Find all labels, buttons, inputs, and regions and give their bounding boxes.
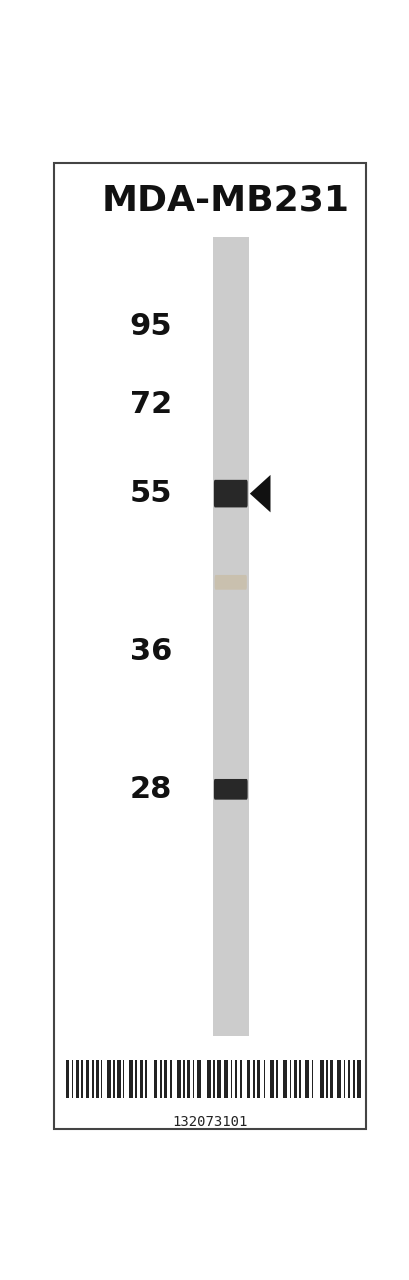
Bar — [276, 1060, 277, 1098]
Bar — [196, 1060, 200, 1098]
FancyBboxPatch shape — [214, 575, 246, 590]
Bar — [347, 1060, 349, 1098]
Bar — [207, 1060, 210, 1098]
Bar — [311, 1060, 312, 1098]
Bar — [96, 1060, 99, 1098]
Bar — [160, 1060, 161, 1098]
Bar — [352, 1060, 354, 1098]
Text: MDA-MB231: MDA-MB231 — [102, 184, 349, 218]
Bar — [230, 1060, 232, 1098]
Bar — [336, 1060, 340, 1098]
Bar — [234, 1060, 237, 1098]
Bar — [117, 1060, 120, 1098]
Bar — [289, 1060, 290, 1098]
Bar — [305, 1060, 308, 1098]
Bar — [224, 1060, 228, 1098]
Bar — [92, 1060, 93, 1098]
Bar — [135, 1060, 137, 1098]
Bar — [319, 1060, 323, 1098]
Bar — [76, 1060, 79, 1098]
Bar — [81, 1060, 83, 1098]
Bar — [139, 1060, 142, 1098]
Bar — [329, 1060, 333, 1098]
Bar — [100, 1060, 102, 1098]
Bar — [107, 1060, 110, 1098]
Bar — [246, 1060, 250, 1098]
Bar — [212, 237, 248, 1036]
Bar — [213, 1060, 214, 1098]
Polygon shape — [249, 475, 270, 512]
Bar — [325, 1060, 327, 1098]
Bar — [269, 1060, 273, 1098]
Bar — [176, 1060, 180, 1098]
Bar — [85, 1060, 89, 1098]
FancyBboxPatch shape — [213, 480, 247, 507]
Bar — [72, 1060, 73, 1098]
Bar — [183, 1060, 184, 1098]
Bar — [263, 1060, 265, 1098]
Bar — [192, 1060, 194, 1098]
Bar — [283, 1060, 286, 1098]
Bar — [256, 1060, 260, 1098]
Text: 95: 95 — [129, 311, 172, 340]
Bar — [113, 1060, 115, 1098]
Bar — [65, 1060, 69, 1098]
Text: 28: 28 — [129, 774, 172, 804]
Bar — [217, 1060, 220, 1098]
Bar — [164, 1060, 166, 1098]
Text: 36: 36 — [129, 637, 172, 666]
Text: 55: 55 — [129, 479, 172, 508]
Text: 132073101: 132073101 — [172, 1115, 247, 1129]
Bar — [356, 1060, 360, 1098]
Bar — [170, 1060, 172, 1098]
Bar — [240, 1060, 241, 1098]
Bar — [252, 1060, 254, 1098]
FancyBboxPatch shape — [213, 780, 247, 800]
Bar — [187, 1060, 190, 1098]
Bar — [145, 1060, 146, 1098]
Bar — [343, 1060, 344, 1098]
Text: 72: 72 — [129, 390, 172, 420]
Bar — [153, 1060, 157, 1098]
Bar — [129, 1060, 133, 1098]
Bar — [293, 1060, 296, 1098]
Bar — [299, 1060, 300, 1098]
Bar — [122, 1060, 124, 1098]
